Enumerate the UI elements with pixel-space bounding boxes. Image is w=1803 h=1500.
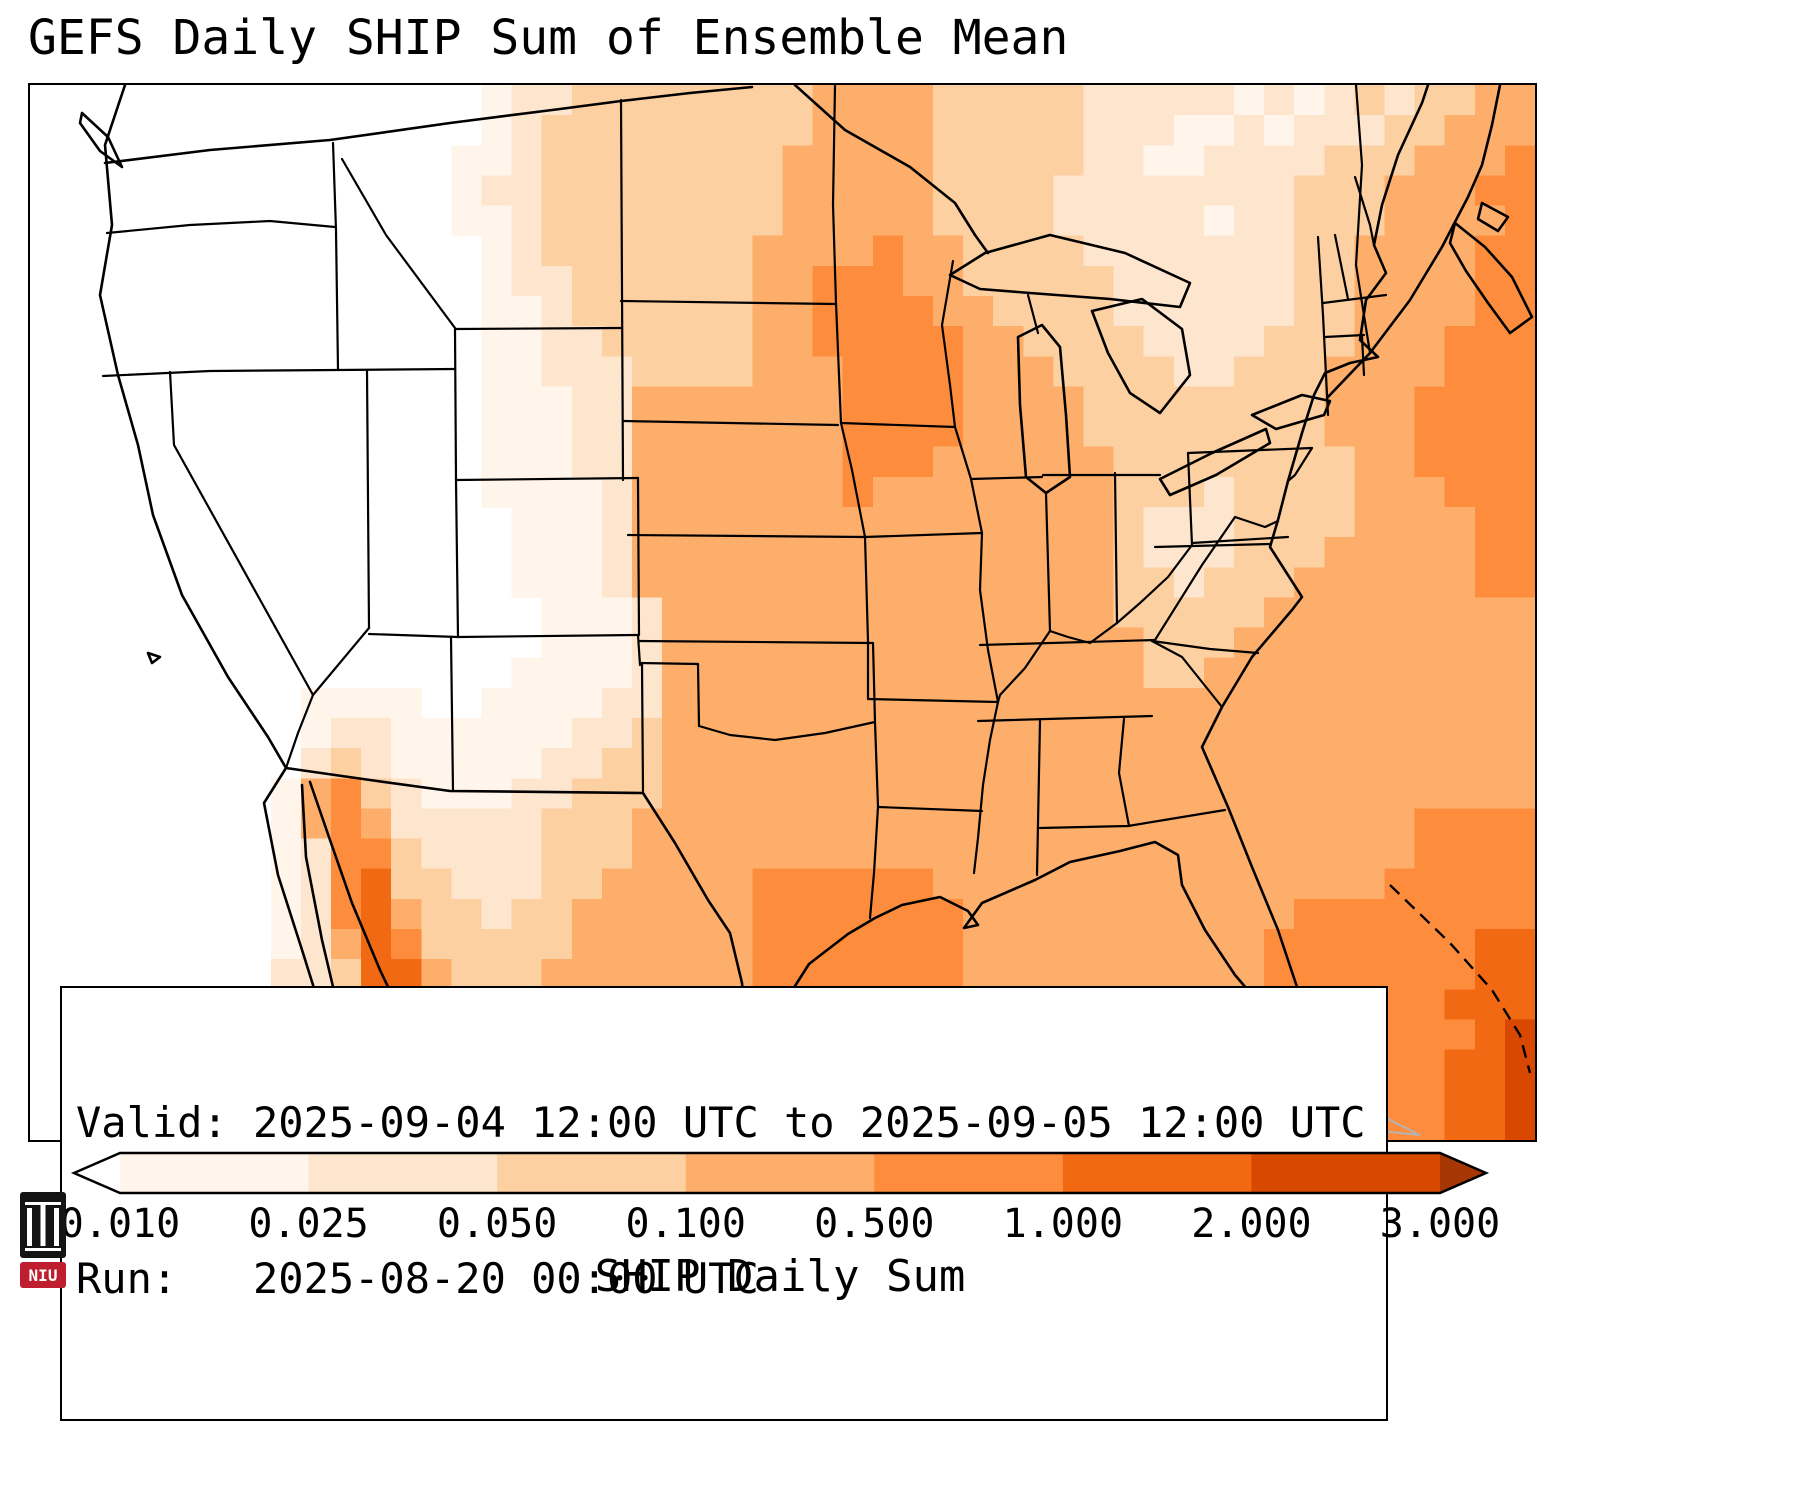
niu-logo-banner bbox=[20, 1262, 66, 1288]
colorbar-tick-labels: 0.010 0.025 0.050 0.100 0.500 1.000 2.000 3.000 bbox=[0, 1201, 1803, 1247]
colorbar-label: SHIP Daily Sum bbox=[594, 1251, 966, 1302]
colorbar-tick-label: 2.000 bbox=[1191, 1201, 1312, 1247]
colorbar-tick-label: 0.500 bbox=[814, 1201, 935, 1247]
colorbar-tick-label: 0.010 bbox=[59, 1201, 181, 1247]
valid-time-text: Valid: 2025-09-04 12:00 UTC to 2025-09-0… bbox=[76, 1098, 1366, 1148]
colorbar-tick-label: 3.000 bbox=[1379, 1201, 1501, 1247]
colorbar-tick-label: 0.025 bbox=[248, 1201, 369, 1247]
run-time-text: Run: 2025-08-20 00:00 UTC bbox=[76, 1254, 759, 1304]
colorbar-tick-label: 0.050 bbox=[436, 1201, 558, 1247]
validity-info-box: Valid: 2025-09-04 12:00 UTC to 2025-09-0… bbox=[60, 986, 1388, 1421]
niu-logo: NIU bbox=[20, 1192, 66, 1288]
map-canvas bbox=[78, 85, 1535, 1140]
niu-logo-graphic: NIU bbox=[20, 1192, 66, 1288]
chart-title: GEFS Daily SHIP Sum of Ensemble Mean bbox=[28, 10, 1069, 66]
colorbar-tick-label: 1.000 bbox=[1002, 1201, 1124, 1247]
colorbar bbox=[70, 1151, 1490, 1195]
niu-logo-text: NIU bbox=[29, 1266, 58, 1285]
forecast-map: Valid: 2025-09-04 12:00 UTC to 2025-09-0… bbox=[28, 83, 1537, 1421]
castle-icon bbox=[25, 1202, 61, 1251]
colorbar-tick-label: 0.100 bbox=[625, 1201, 746, 1247]
